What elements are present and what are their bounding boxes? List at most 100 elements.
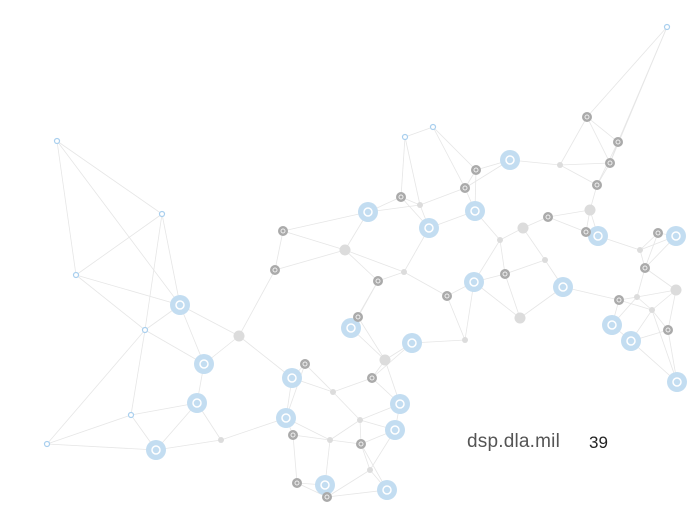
outline-node [160, 212, 165, 217]
network-edge [505, 260, 545, 274]
network-edge [548, 217, 586, 232]
gray-node [270, 265, 280, 275]
network-edge [560, 165, 597, 185]
gray-node [292, 478, 302, 488]
blue-node [390, 394, 410, 414]
gray-node [278, 226, 288, 236]
light-node [634, 294, 640, 300]
gray-node [592, 180, 602, 190]
page: dsp.dla.mil 39 (() => { const data = JSO… [0, 0, 687, 507]
network-edge [283, 212, 368, 231]
blue-node [621, 331, 641, 351]
network-edge [131, 330, 145, 415]
light-node [357, 417, 363, 423]
network-edge [275, 250, 345, 270]
outline-node [143, 328, 148, 333]
blue-node [146, 440, 166, 460]
network-edge [420, 188, 465, 205]
light-node [462, 337, 468, 343]
gray-node [442, 291, 452, 301]
outline-node [74, 273, 79, 278]
light-node [671, 285, 682, 296]
network-edge [433, 127, 465, 188]
blue-node [667, 372, 687, 392]
network-edge [333, 378, 372, 392]
blue-node [170, 295, 190, 315]
blue-node [588, 226, 608, 246]
light-node [649, 307, 655, 313]
blue-node [553, 277, 573, 297]
light-node [417, 202, 423, 208]
gray-node [322, 492, 332, 502]
gray-node [663, 325, 673, 335]
network-edge [404, 272, 447, 296]
network-edge [345, 250, 378, 281]
network-edge [405, 137, 420, 205]
gray-node [288, 430, 298, 440]
blue-node [602, 315, 622, 335]
network-edge [523, 228, 545, 260]
network-edge [645, 268, 676, 290]
network-edge [305, 364, 333, 392]
network-edge [433, 127, 476, 170]
gray-node [543, 212, 553, 222]
gray-node [353, 312, 363, 322]
network-edge [145, 214, 162, 330]
blue-node [500, 150, 520, 170]
network-edge [560, 163, 610, 165]
network-edge [76, 275, 145, 330]
light-node [542, 257, 548, 263]
page-number: 39 [589, 433, 608, 453]
outline-node [431, 125, 436, 130]
blue-node [419, 218, 439, 238]
network-edge [283, 231, 345, 250]
blue-node [385, 420, 405, 440]
light-node [497, 237, 503, 243]
network-edge [548, 210, 590, 217]
blue-node [282, 368, 302, 388]
network-edge [619, 300, 652, 310]
gray-node [640, 263, 650, 273]
network-edge [239, 336, 292, 378]
gray-node [581, 227, 591, 237]
network-edge [587, 117, 618, 142]
blue-node [464, 272, 484, 292]
light-node [234, 331, 245, 342]
light-node [218, 437, 224, 443]
gray-node [614, 295, 624, 305]
light-node [340, 245, 351, 256]
blue-node [194, 354, 214, 374]
gray-node [653, 228, 663, 238]
blue-node [402, 333, 422, 353]
network-edge [76, 275, 180, 305]
gray-node [367, 373, 377, 383]
blue-node [187, 393, 207, 413]
network-edge [162, 214, 180, 305]
footer-url: dsp.dla.mil [467, 431, 560, 453]
network-edge [401, 137, 405, 197]
blue-node [666, 226, 686, 246]
network-edge [293, 435, 297, 483]
gray-node [500, 269, 510, 279]
light-node [367, 467, 373, 473]
blue-node [358, 202, 378, 222]
light-node [327, 437, 333, 443]
gray-node [613, 137, 623, 147]
light-node [380, 355, 391, 366]
network-edge [587, 27, 667, 117]
network-edge [358, 281, 378, 317]
network-edge [131, 403, 197, 415]
outline-node [403, 135, 408, 140]
light-node [637, 247, 643, 253]
blue-node [377, 480, 397, 500]
blue-node [315, 475, 335, 495]
gray-node [605, 158, 615, 168]
gray-node [582, 112, 592, 122]
network-edge [405, 127, 433, 137]
light-node [330, 389, 336, 395]
gray-node [396, 192, 406, 202]
network-edge [500, 240, 505, 274]
outline-node [129, 413, 134, 418]
network-decoration [0, 0, 687, 507]
outline-node [45, 442, 50, 447]
